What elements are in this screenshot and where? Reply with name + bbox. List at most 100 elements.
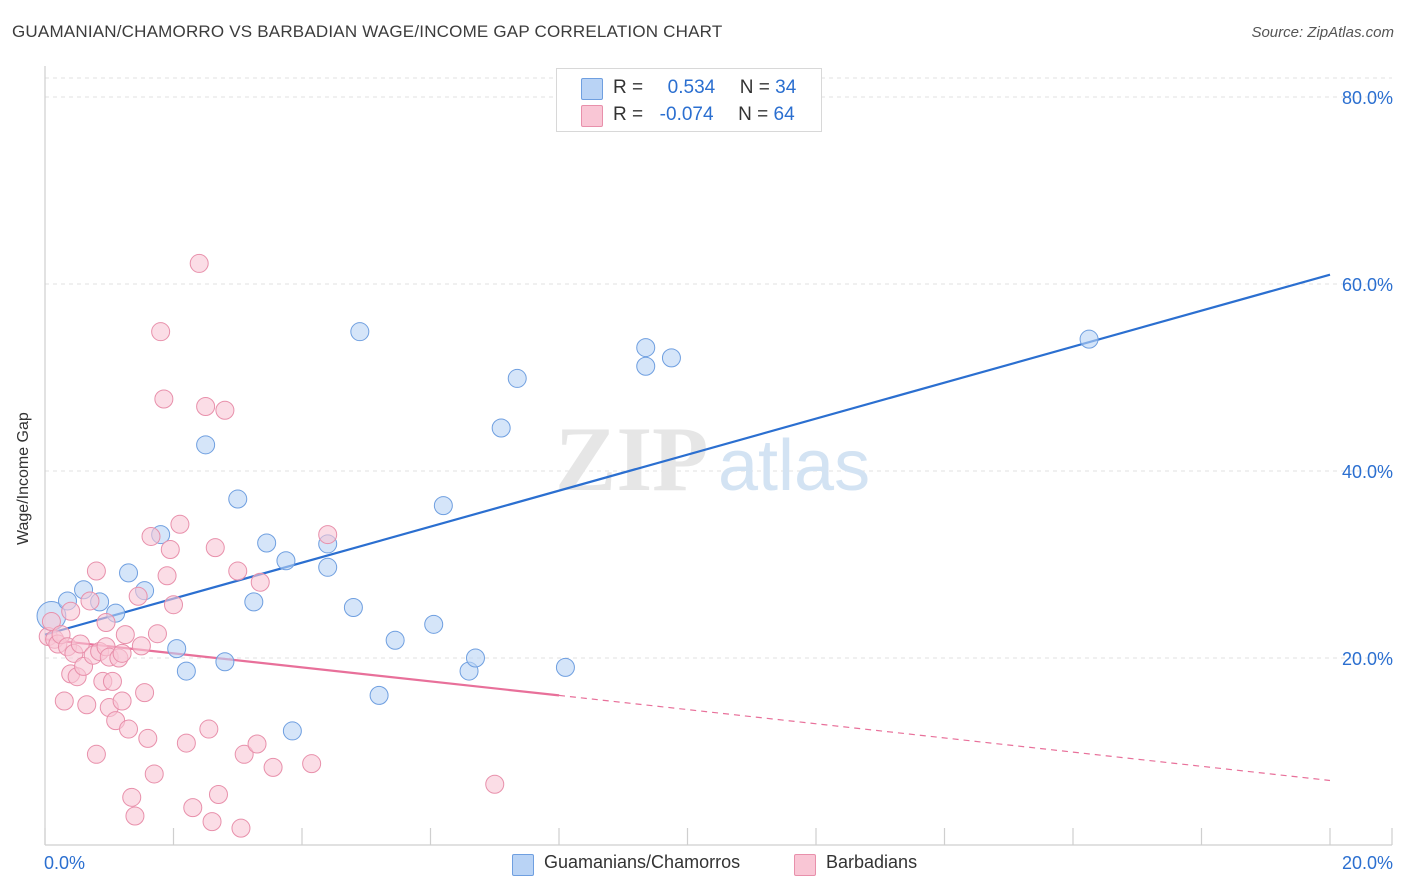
barbadian-point (189, 253, 209, 273)
y-tick-label: 60.0% (1342, 275, 1393, 295)
legend-n-label: N = (738, 104, 769, 125)
barbadian-point (263, 757, 283, 777)
guamanian-point (228, 489, 248, 509)
watermark-atlas: atlas (718, 426, 870, 506)
barbadian-point (128, 586, 148, 606)
barbadian-trend-line (44, 638, 560, 697)
barbadian-point (208, 785, 228, 805)
guamanian-point (176, 661, 196, 681)
legend-swatch-guamanian (581, 78, 603, 100)
guamanian-point (636, 338, 656, 358)
x-tick-label-max: 20.0% (1342, 853, 1393, 873)
barbadian-point (115, 625, 135, 645)
data-points (36, 253, 1099, 838)
barbadian-point (70, 634, 90, 654)
barbadian-point (205, 538, 225, 558)
guamanian-point (276, 551, 296, 571)
trend-lines (44, 273, 1331, 782)
bottom-legend-label: Guamanians/Chamorros (544, 852, 741, 872)
guamanian-point (465, 648, 485, 668)
barbadian-point (61, 601, 81, 621)
barbadian-point (122, 787, 142, 807)
barbadian-point (228, 561, 248, 581)
guamanian-point (244, 592, 264, 612)
guamanian-point (282, 721, 302, 741)
guamanian-point (661, 348, 681, 368)
y-tick-label: 40.0% (1342, 462, 1393, 482)
barbadian-point (247, 734, 267, 754)
barbadian-point (196, 396, 216, 416)
guamanian-point (636, 356, 656, 376)
guamanian-point (167, 639, 187, 659)
guamanian-point (343, 598, 363, 618)
barbadian-point (231, 818, 251, 838)
barbadian-point (234, 744, 254, 764)
y-tick-label: 80.0% (1342, 88, 1393, 108)
barbadian-point (485, 774, 505, 794)
legend-n-label: N = (739, 77, 770, 98)
barbadian-point (54, 691, 74, 711)
guamanian-trend-line (44, 273, 1331, 636)
guamanian-point (196, 435, 216, 455)
legend-r-label: R = (613, 104, 644, 125)
barbadian-point (176, 733, 196, 753)
bottom-legend-swatch-guamanian (512, 854, 534, 876)
barbadian-point (215, 400, 235, 420)
barbadian-point (125, 806, 145, 826)
legend-swatch-barbadian (581, 105, 603, 127)
barbadian-point (250, 572, 270, 592)
barbadian-point (131, 636, 151, 656)
chart-title: GUAMANIAN/CHAMORRO VS BARBADIAN WAGE/INC… (12, 22, 723, 41)
barbadian-point (157, 566, 177, 586)
legend-r-value: 0.534 (667, 77, 716, 98)
x-tick-label-min: 0.0% (44, 853, 85, 873)
barbadian-point (183, 798, 203, 818)
barbadian-point (80, 591, 100, 611)
tick-labels: 20.0% 40.0% 60.0% 80.0% 0.0% 20.0% (44, 88, 1393, 873)
guamanian-point (1079, 329, 1099, 349)
guamanian-point (350, 322, 370, 342)
guamanian-point (318, 557, 338, 577)
guamanian-point (215, 652, 235, 672)
barbadian-point (164, 595, 183, 615)
source-credit: Source: ZipAtlas.com (1251, 24, 1394, 41)
y-axis-label: Wage/Income Gap (15, 412, 32, 545)
barbadian-point (154, 389, 174, 409)
barbadian-point (202, 812, 222, 832)
watermark: ZIP atlas (555, 408, 870, 510)
barbadian-point (302, 754, 322, 774)
legend-r-value: -0.074 (659, 104, 714, 125)
barbadian-point (119, 719, 139, 739)
barbadian-point (151, 322, 171, 342)
guamanian-point (385, 630, 405, 650)
barbadian-point (77, 695, 97, 715)
bottom-legend-label: Barbadians (826, 852, 918, 872)
guamanian-point (507, 368, 527, 388)
barbadian-point (86, 744, 106, 764)
guamanian-point (424, 614, 444, 634)
guamanian-point (555, 657, 575, 677)
barbadian-point (86, 561, 106, 581)
barbadian-point (144, 764, 164, 784)
barbadian-point (138, 728, 158, 748)
guamanian-point (257, 533, 277, 553)
barbadian-point (170, 514, 190, 534)
axes (44, 66, 1393, 846)
correlation-legend: R = 0.534 N = 34 R = -0.074 N = 64 (556, 68, 822, 132)
barbadian-point (318, 525, 338, 545)
barbadian-point (135, 683, 155, 703)
legend-n-value: 64 (773, 104, 795, 125)
watermark-zip: ZIP (555, 408, 708, 510)
guamanian-point (433, 496, 453, 516)
barbadian-point (160, 540, 180, 560)
guamanian-point (369, 685, 389, 705)
barbadian-point (102, 671, 122, 691)
legend-n-value: 34 (775, 77, 797, 98)
barbadian-point (112, 691, 132, 711)
guamanian-point (491, 418, 511, 438)
barbadian-point (141, 526, 161, 546)
barbadian-point (112, 643, 132, 663)
legend-r-label: R = (613, 77, 644, 98)
barbadian-point (96, 612, 116, 632)
